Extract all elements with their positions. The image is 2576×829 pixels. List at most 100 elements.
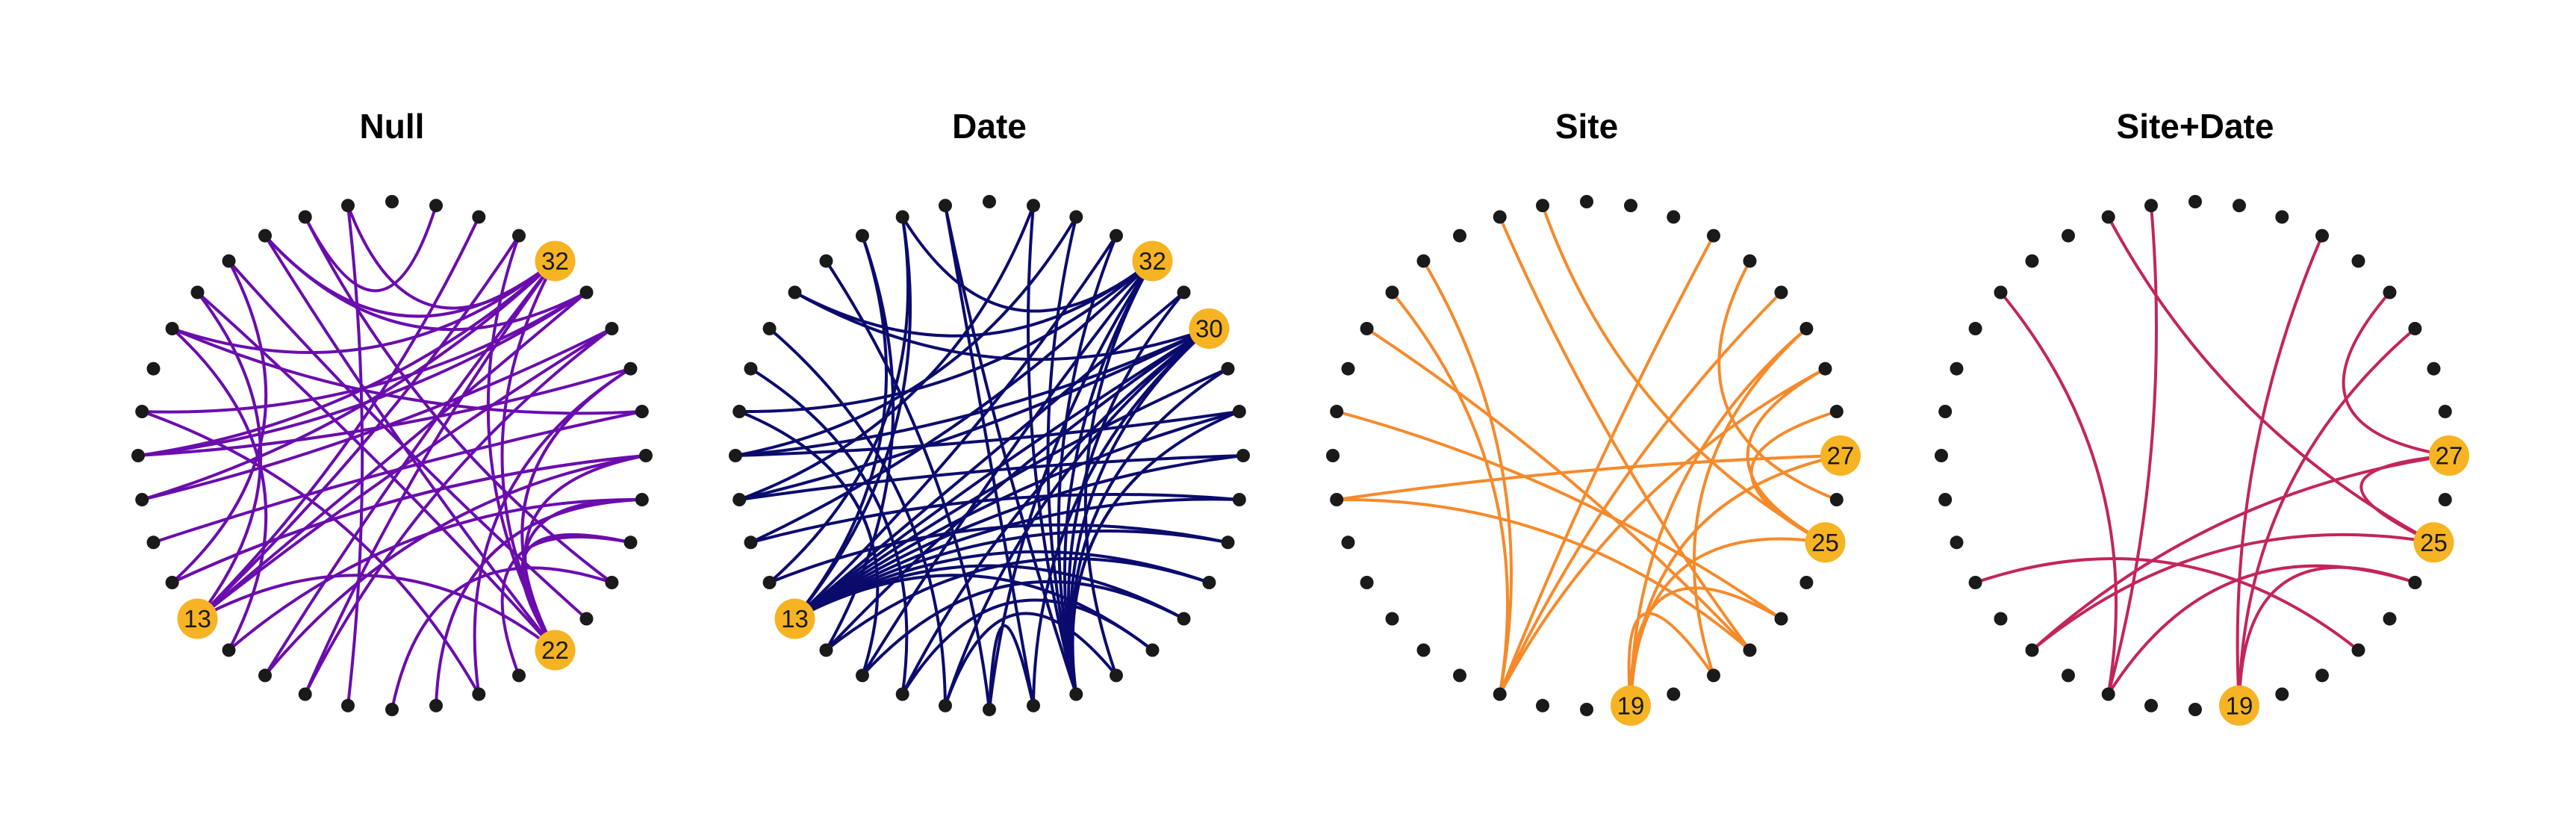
highlighted-node: 32 <box>1132 240 1173 282</box>
edge <box>171 327 268 651</box>
nodes-site-date: 19 25 27 <box>1935 195 2469 726</box>
highlighted-node-circle <box>1611 685 1651 726</box>
highlighted-node-label: 13 <box>781 605 809 633</box>
edge <box>2342 291 2450 457</box>
node <box>1202 576 1216 589</box>
highlighted-node: 22 <box>535 630 576 671</box>
node <box>579 612 594 626</box>
highlighted-node-label: 25 <box>1811 529 1839 556</box>
node <box>939 698 952 712</box>
node <box>1829 493 1844 506</box>
node <box>732 493 747 506</box>
node <box>1177 285 1191 299</box>
highlighted-node-label: 32 <box>1139 247 1166 275</box>
node <box>298 210 312 224</box>
node <box>1232 405 1246 418</box>
node <box>2351 254 2365 268</box>
edge <box>196 291 556 651</box>
node <box>819 643 833 657</box>
node <box>1743 254 1757 268</box>
edge <box>1692 327 1808 677</box>
highlighted-node-circle <box>2219 685 2259 726</box>
node <box>2188 703 2202 716</box>
node <box>2427 361 2441 376</box>
edge <box>1974 556 2359 652</box>
node <box>2383 285 2397 299</box>
highlighted-node-circle <box>1189 308 1230 349</box>
edge <box>944 205 1078 695</box>
node <box>1110 668 1123 683</box>
edge <box>1498 235 1715 695</box>
edge <box>228 260 588 620</box>
node <box>1453 668 1466 683</box>
node <box>2351 643 2365 657</box>
node <box>579 285 594 299</box>
node <box>1774 285 1788 299</box>
node <box>1145 643 1160 657</box>
edges-site <box>1336 205 1841 706</box>
node <box>1829 405 1844 418</box>
edge <box>825 327 1210 651</box>
node <box>1968 576 1982 589</box>
edge <box>738 410 880 677</box>
edge <box>1070 367 1229 695</box>
node <box>2233 199 2246 213</box>
node <box>512 668 526 683</box>
node <box>2101 687 2115 701</box>
node <box>135 405 149 418</box>
node <box>1385 285 1399 299</box>
highlighted-node-circle <box>535 630 576 671</box>
highlighted-node: 30 <box>1189 308 1230 349</box>
node <box>1667 210 1681 224</box>
node <box>2408 576 2422 589</box>
edge <box>768 327 947 706</box>
node <box>190 285 205 299</box>
highlighted-node-circle <box>535 240 576 282</box>
node <box>2188 195 2202 208</box>
edges-null <box>137 205 647 710</box>
node <box>222 254 236 268</box>
node <box>1221 535 1235 550</box>
panel-title-null: Null <box>360 107 425 146</box>
node <box>983 703 996 716</box>
node <box>146 535 161 550</box>
highlighted-node-label: 19 <box>2226 692 2253 719</box>
highlighted-node-circle <box>177 598 218 639</box>
node <box>732 405 747 418</box>
edge <box>264 260 557 677</box>
edge <box>196 291 588 621</box>
highlighted-node-label: 25 <box>2420 529 2448 556</box>
edge <box>988 624 1035 710</box>
panel-title-site-date: Site+Date <box>2117 107 2274 146</box>
highlighted-node: 25 <box>2413 522 2454 563</box>
node <box>623 361 638 376</box>
nodes-null: 13 22 32 <box>131 195 653 716</box>
node <box>1580 703 1593 716</box>
node <box>2275 210 2289 224</box>
node <box>1027 199 1040 213</box>
node <box>1938 493 1953 506</box>
node <box>341 199 355 213</box>
node <box>2438 405 2452 418</box>
edges-date <box>735 205 1244 710</box>
node <box>1360 576 1374 589</box>
edge <box>171 260 268 584</box>
node <box>1341 535 1355 550</box>
highlighted-node: 19 <box>1611 685 1651 726</box>
edge <box>171 259 556 355</box>
node <box>2408 322 2422 335</box>
node <box>1493 687 1507 701</box>
edge <box>141 327 613 501</box>
panel-title-date: Date <box>952 107 1027 146</box>
highlighted-node-circle <box>2429 435 2469 476</box>
node <box>1177 612 1191 626</box>
node <box>1624 199 1637 213</box>
node <box>2101 210 2115 224</box>
highlighted-node-label: 30 <box>1195 315 1223 343</box>
node <box>762 576 777 589</box>
node <box>1236 449 1250 462</box>
highlighted-node-circle <box>1805 522 1846 563</box>
node <box>429 199 443 213</box>
node <box>222 643 236 657</box>
node <box>744 361 758 376</box>
